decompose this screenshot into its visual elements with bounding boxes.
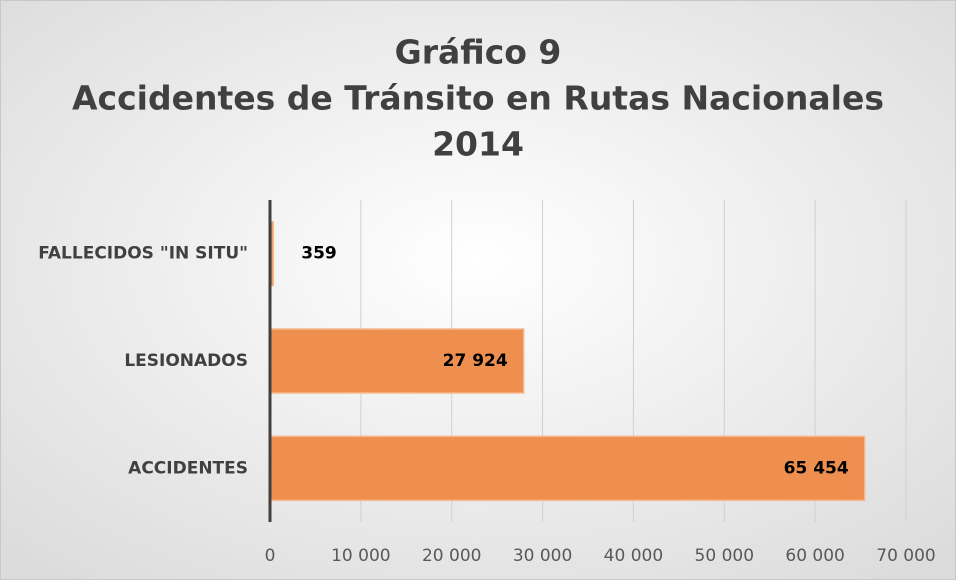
data-label: 359 bbox=[301, 244, 337, 264]
x-tick-label: 60 000 bbox=[785, 546, 844, 566]
title-line: Accidentes de Tránsito en Rutas Nacional… bbox=[72, 79, 884, 118]
title-line: Gráfico 9 bbox=[395, 33, 562, 72]
data-label: 65 454 bbox=[784, 458, 849, 478]
x-tick-label: 20 000 bbox=[422, 546, 481, 566]
bar bbox=[269, 435, 866, 502]
x-tick-label: 70 000 bbox=[876, 546, 935, 566]
x-tick-label: 30 000 bbox=[513, 546, 572, 566]
x-tick-label: 50 000 bbox=[695, 546, 754, 566]
y-tick-label: FALLECIDOS "IN SITU" bbox=[38, 244, 248, 264]
data-label: 27 924 bbox=[443, 351, 508, 371]
x-tick-label: 10 000 bbox=[331, 546, 390, 566]
x-tick-label: 40 000 bbox=[604, 546, 663, 566]
x-tick-label: 0 bbox=[265, 546, 276, 566]
y-tick-label: ACCIDENTES bbox=[128, 458, 248, 478]
bar bbox=[269, 328, 525, 394]
y-tick-label: LESIONADOS bbox=[124, 351, 248, 371]
title-line: 2014 bbox=[432, 125, 524, 164]
chart-title: Gráfico 9 Accidentes de Tránsito en Rutas… bbox=[72, 33, 884, 164]
